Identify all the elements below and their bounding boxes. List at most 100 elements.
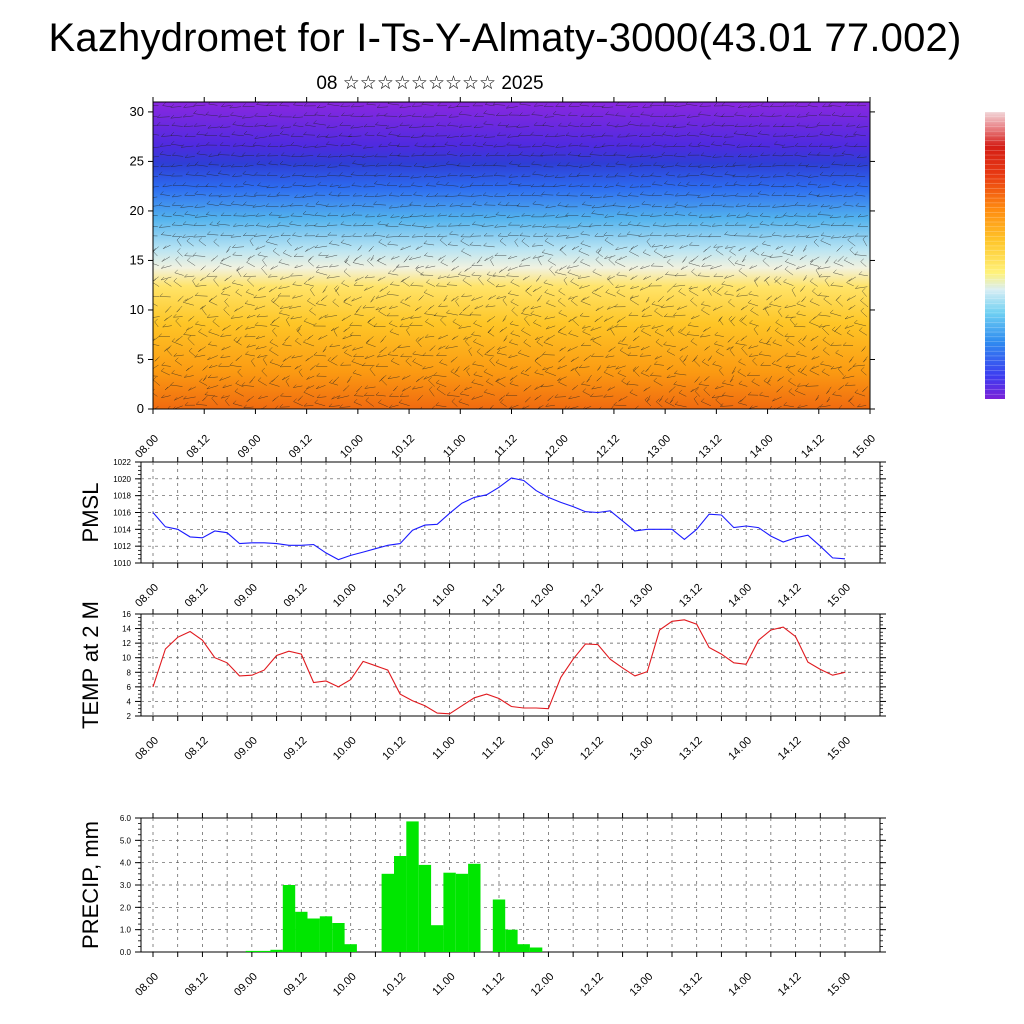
wind-barb-flag [343,298,347,302]
wind-barb-flag [508,255,512,260]
wind-barb-flag [615,284,619,288]
wind-barb-flag [398,399,403,403]
wind-barb [797,385,807,387]
wind-barb-flag [401,376,406,380]
wind-barb [530,134,543,136]
wind-barb-flag [576,172,581,176]
wind-barb [762,305,772,310]
wind-barb-flag [204,391,209,395]
wind-barb [566,265,579,269]
wind-barb [615,163,627,166]
wind-barb-flag [337,395,341,399]
wind-barb [309,310,317,316]
x-tick-label: 12.12 [578,735,606,763]
wind-barb [748,293,759,297]
wind-barb-flag [615,366,619,370]
wind-barb-flag [508,221,512,226]
wind-barb [650,375,662,377]
wind-barb-flag [341,112,345,116]
wind-barb [641,330,652,337]
wind-barb-flag [327,154,332,158]
wind-barb-flag [679,245,683,249]
wind-barb-flag [221,257,225,262]
wind-barb-flag [498,397,503,401]
wind-barb-flag [802,337,806,341]
wind-barb-flag [232,251,236,256]
wind-barb [316,135,328,138]
wind-barb-flag [544,114,548,118]
wind-barb-flag [411,182,415,186]
wind-barb [844,135,856,138]
wind-barb-flag [303,131,307,135]
wind-barb-flag [629,389,634,393]
wind-barb-flag [532,200,536,205]
wind-barb [289,305,302,309]
wind-barb-flag [530,152,535,156]
wind-barb [425,335,435,338]
wind-barb [525,290,532,297]
wind-barb-flag [602,132,606,136]
wind-barb [461,295,472,297]
wind-barb [254,125,266,127]
wind-barb [809,301,820,306]
wind-barb [654,355,663,360]
wind-barb [463,336,472,340]
wind-barb [194,193,206,196]
wind-barb-flag [582,406,586,409]
wind-barb-flag [474,113,478,117]
wind-barb-flag [531,192,535,196]
wind-barb-flag [629,142,633,147]
wind-barb-flag [313,322,317,327]
wind-barb-flag [146,165,149,168]
wind-barb [279,306,291,309]
wind-barb-flag [399,393,404,397]
wind-barb-flag [328,403,333,407]
wind-barb [220,356,231,359]
wind-barb [172,214,184,217]
wind-barb-flag [231,200,235,205]
wind-barb [242,116,254,119]
wind-barb [580,315,590,317]
wind-barb [182,185,196,187]
wind-barb-flag [344,259,349,264]
x-tick-label: 09.12 [281,735,309,763]
wind-barb [816,195,830,197]
wind-barb [589,154,603,156]
wind-barb [608,259,616,266]
wind-barb [161,395,171,399]
wind-barb [159,226,171,228]
wind-barb [446,284,458,286]
wind-barb-flag [316,394,321,398]
wind-barb-flag [785,337,790,341]
wind-barb-flag [784,222,788,226]
wind-barb-flag [331,357,335,361]
wind-barb-flag [343,387,347,392]
wind-barb [744,134,758,137]
wind-barb-flag [724,182,729,186]
wind-barb-flag [353,399,358,403]
wind-barb-flag [303,389,308,393]
wind-barb [186,326,194,331]
wind-barb [170,106,182,108]
wind-barb-flag [525,399,529,403]
wind-barb [292,174,303,177]
wind-barb-flag [793,134,797,138]
wind-barb-flag [289,220,293,225]
wind-barb-flag [495,211,500,215]
wind-barb-flag [678,288,682,292]
wind-barb-flag [641,313,646,317]
wind-barb [303,185,316,187]
wind-barb [820,240,832,246]
wind-barb-flag [722,392,726,396]
wind-barb-flag [796,266,800,270]
wind-barb-flag [843,162,848,167]
wind-barb-flag [653,162,657,166]
wind-barb [540,385,554,388]
wind-barb-flag [833,152,837,157]
wind-barb-flag [604,184,608,188]
wind-barb [568,145,579,147]
wind-barb-flag [701,263,705,267]
wind-barb-flag [405,357,409,362]
wind-barb-flag [762,240,766,245]
wind-barb-flag [410,282,414,286]
